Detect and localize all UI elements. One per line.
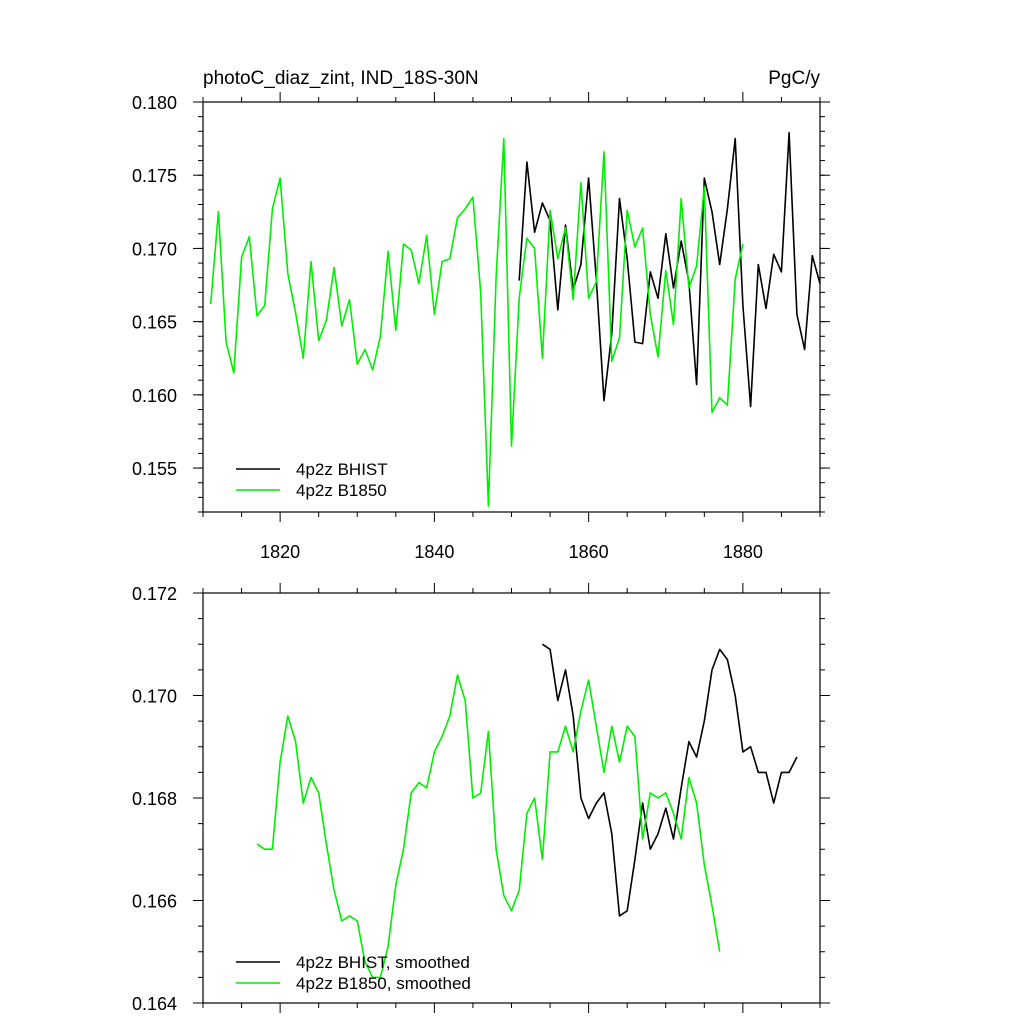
y-tick-label: 0.170 — [132, 687, 177, 707]
series-line-b1850 — [209, 137, 744, 507]
plot-frame — [202, 101, 821, 513]
series-line-b1850 — [256, 674, 721, 979]
x-tick-label: 1860 — [569, 542, 609, 562]
legend-label: 4p2z BHIST, smoothed — [296, 953, 470, 972]
y-tick-label: 0.172 — [132, 584, 177, 604]
y-tick-label: 0.155 — [132, 459, 177, 479]
y-tick-label: 0.160 — [132, 386, 177, 406]
y-tick-label: 0.170 — [132, 239, 177, 259]
chart-title-left: photoC_diaz_zint, IND_18S-30N — [203, 68, 479, 89]
top-panel: 1820 1840 1860 1880 0.155 0.160 0.165 0.170 0.17… — [132, 92, 830, 562]
y-tick-label: 0.175 — [132, 166, 177, 186]
y-tick-label: 0.168 — [132, 789, 177, 809]
legend-label: 4p2z B1850 — [296, 481, 387, 500]
plot-frame — [202, 592, 821, 1004]
bottom-panel: 0.164 0.166 0.168 0.170 0.172 4p2z BHIST, smo… — [132, 583, 830, 1014]
y-tick-label: 0.166 — [132, 892, 177, 912]
x-tick-label: 1840 — [414, 542, 454, 562]
series-line-bhist — [518, 131, 821, 408]
series-line-bhist — [541, 643, 798, 917]
x-tick-label: 1880 — [723, 542, 763, 562]
x-tick-label: 1820 — [260, 542, 300, 562]
chart-title-right: PgC/y — [768, 68, 820, 89]
y-tick-label: 0.164 — [132, 994, 177, 1014]
legend-label: 4p2z BHIST — [296, 460, 388, 479]
y-tick-label: 0.165 — [132, 313, 177, 333]
legend-label: 4p2z B1850, smoothed — [296, 974, 471, 993]
y-tick-label: 0.180 — [132, 93, 177, 113]
